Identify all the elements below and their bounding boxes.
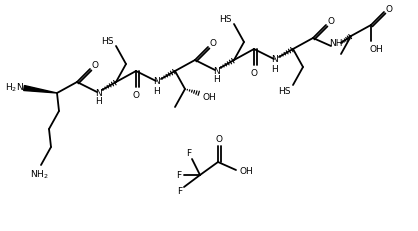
Text: HS: HS <box>101 37 113 46</box>
Text: H$_2$N: H$_2$N <box>5 82 23 94</box>
Text: OH: OH <box>239 167 253 176</box>
Text: NH$_2$: NH$_2$ <box>30 169 48 181</box>
Text: O: O <box>133 91 140 100</box>
Text: NH: NH <box>329 40 343 49</box>
Text: O: O <box>385 4 393 13</box>
Text: F: F <box>176 170 181 179</box>
Text: OH: OH <box>369 45 383 54</box>
Text: O: O <box>92 61 99 70</box>
Text: O: O <box>327 18 334 27</box>
Text: HS: HS <box>219 15 231 24</box>
Text: N: N <box>94 88 102 97</box>
Text: HS: HS <box>278 86 290 95</box>
Polygon shape <box>24 85 57 93</box>
Text: F: F <box>186 149 191 158</box>
Text: H: H <box>213 76 219 85</box>
Text: F: F <box>177 188 183 197</box>
Text: O: O <box>216 136 222 145</box>
Text: H: H <box>94 97 102 106</box>
Text: OH: OH <box>202 92 216 101</box>
Text: O: O <box>250 69 257 77</box>
Text: H: H <box>272 64 278 73</box>
Text: O: O <box>209 40 217 49</box>
Text: N: N <box>272 55 278 64</box>
Text: N: N <box>154 77 161 86</box>
Text: H: H <box>154 86 161 95</box>
Text: N: N <box>213 67 219 76</box>
